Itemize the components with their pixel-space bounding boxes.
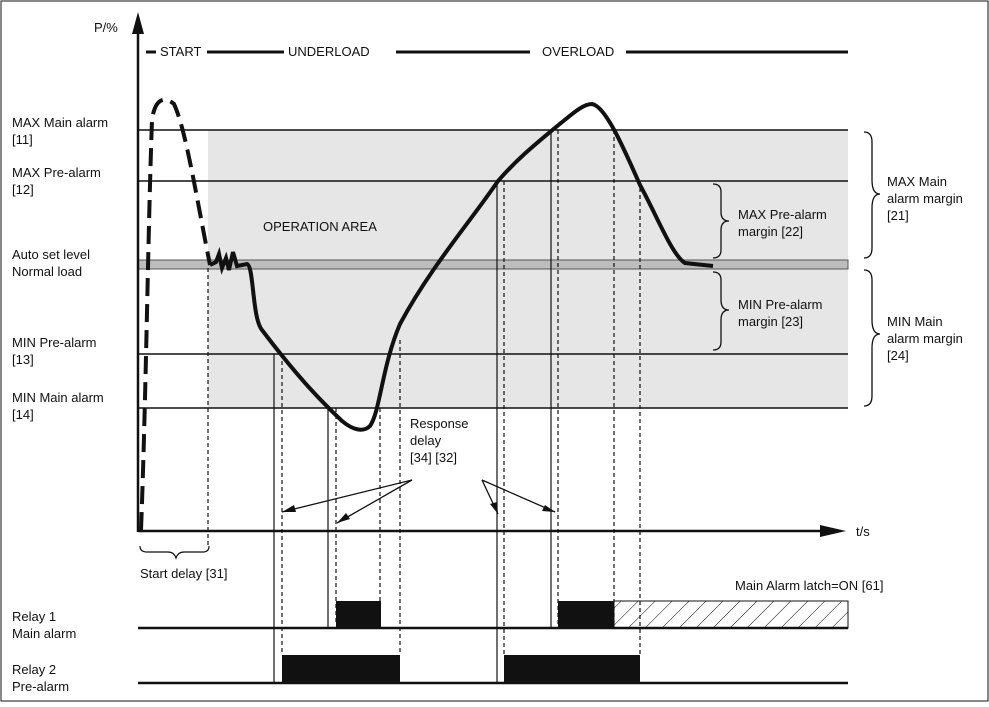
min-main-margin-label-2: alarm margin bbox=[887, 331, 963, 346]
max-pre-margin-label-1: MAX Pre-alarm bbox=[738, 207, 827, 222]
relay1-sublabel: Main alarm bbox=[12, 626, 76, 641]
y-axis-label: P/% bbox=[94, 20, 118, 35]
relay1-pulse-overload bbox=[558, 601, 614, 628]
min-main-ref: [14] bbox=[12, 407, 34, 422]
relay2-pulse-underload bbox=[282, 655, 400, 683]
relay1-latch-hatch bbox=[613, 600, 849, 629]
phase-start: START bbox=[160, 44, 201, 59]
latch-label: Main Alarm latch=ON [61] bbox=[735, 578, 883, 593]
max-main-margin-brace bbox=[863, 131, 881, 259]
min-pre-margin-label-1: MIN Pre-alarm bbox=[738, 297, 823, 312]
phase-underload: UNDERLOAD bbox=[288, 44, 370, 59]
min-pre-label: MIN Pre-alarm bbox=[12, 335, 97, 350]
margin-braces bbox=[712, 131, 881, 407]
min-pre-margin-label-2: margin [23] bbox=[738, 314, 803, 329]
min-main-margin-label-3: [24] bbox=[887, 348, 909, 363]
phase-overload: OVERLOAD bbox=[542, 44, 614, 59]
auto-set-label: Auto set level bbox=[12, 247, 90, 262]
start-delay-brace bbox=[139, 545, 210, 560]
min-main-label: MIN Main alarm bbox=[12, 390, 104, 405]
max-pre-margin-label-2: margin [22] bbox=[738, 224, 803, 239]
max-pre-label: MAX Pre-alarm bbox=[12, 165, 101, 180]
max-main-margin-label-1: MAX Main bbox=[887, 174, 947, 189]
operation-area-label: OPERATION AREA bbox=[263, 219, 377, 234]
start-curve bbox=[139, 97, 212, 531]
min-pre-margin-brace bbox=[712, 271, 730, 351]
level-lines bbox=[138, 129, 848, 409]
max-main-ref: [11] bbox=[12, 132, 33, 147]
response-delay-label-3: [34] [32] bbox=[410, 450, 457, 465]
relay1-label: Relay 1 bbox=[12, 609, 56, 624]
relay2-sublabel: Pre-alarm bbox=[12, 679, 69, 694]
normal-load-label: Normal load bbox=[12, 264, 82, 279]
x-axis-label: t/s bbox=[856, 524, 870, 539]
relay2-pulse-overload bbox=[504, 655, 640, 683]
response-delay-label-2: delay bbox=[410, 433, 442, 448]
max-pre-ref: [12] bbox=[12, 182, 34, 197]
response-delay-arrows bbox=[281, 479, 556, 524]
relay2-label: Relay 2 bbox=[12, 662, 56, 677]
min-main-margin-brace bbox=[863, 269, 881, 407]
start-delay-label: Start delay [31] bbox=[140, 566, 227, 581]
max-main-label: MAX Main alarm bbox=[12, 115, 108, 130]
min-main-margin-label-1: MIN Main bbox=[887, 314, 943, 329]
max-main-margin-label-3: [21] bbox=[887, 208, 909, 223]
y-axis-arrow bbox=[132, 12, 144, 34]
dashed-markers bbox=[207, 130, 641, 655]
max-main-margin-label-2: alarm margin bbox=[887, 191, 963, 206]
max-pre-margin-brace bbox=[712, 183, 730, 259]
min-pre-ref: [13] bbox=[12, 352, 34, 367]
x-axis-arrow bbox=[820, 525, 846, 537]
response-delay-arrowheads bbox=[282, 502, 555, 523]
response-delay-label-1: Response bbox=[410, 416, 469, 431]
relay1-pulse-underload bbox=[336, 601, 381, 628]
load-curve bbox=[209, 101, 714, 432]
